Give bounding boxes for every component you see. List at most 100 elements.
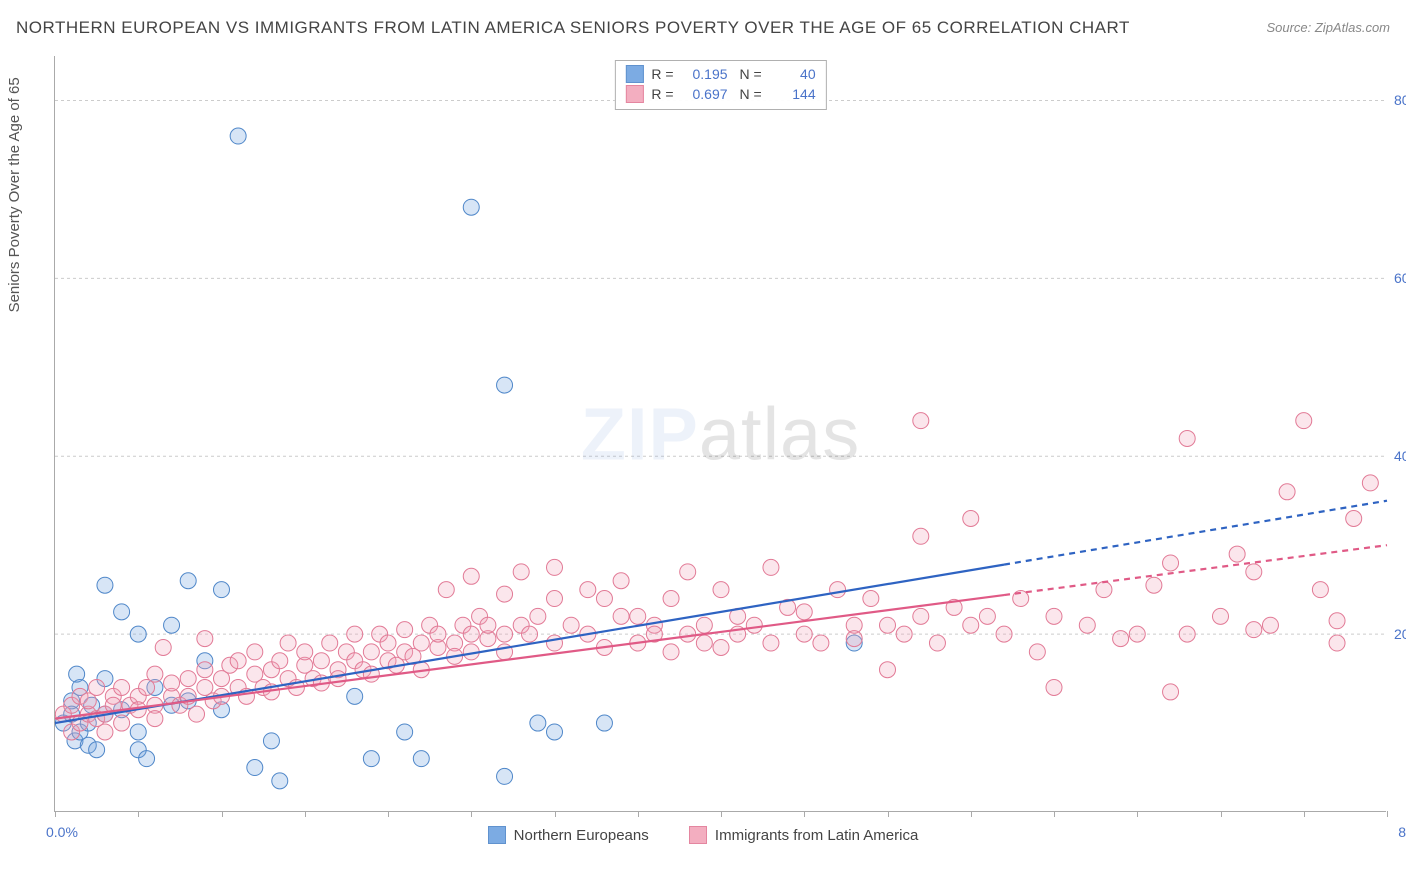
data-point xyxy=(180,671,196,687)
data-point xyxy=(563,617,579,633)
data-point xyxy=(330,671,346,687)
x-tick xyxy=(471,811,472,817)
data-point xyxy=(1262,617,1278,633)
data-point xyxy=(230,653,246,669)
data-point xyxy=(1046,679,1062,695)
data-point xyxy=(164,675,180,691)
data-point xyxy=(497,768,513,784)
data-point xyxy=(363,644,379,660)
legend-item-series-b: Immigrants from Latin America xyxy=(689,826,918,844)
data-point xyxy=(1296,413,1312,429)
correlation-legend: R =0.195 N =40 R =0.697 N =144 xyxy=(614,60,826,110)
data-point xyxy=(155,639,171,655)
data-point xyxy=(280,635,296,651)
trend-line-dashed xyxy=(1004,501,1387,565)
data-point xyxy=(1279,484,1295,500)
chart-title: NORTHERN EUROPEAN VS IMMIGRANTS FROM LAT… xyxy=(16,18,1130,37)
data-point xyxy=(413,635,429,651)
data-point xyxy=(147,711,163,727)
x-tick xyxy=(1387,811,1388,817)
data-point xyxy=(547,591,563,607)
data-point xyxy=(696,617,712,633)
data-point xyxy=(114,715,130,731)
data-point xyxy=(322,635,338,651)
data-point xyxy=(1179,626,1195,642)
data-point xyxy=(863,591,879,607)
data-point xyxy=(97,577,113,593)
data-point xyxy=(263,733,279,749)
data-point xyxy=(1213,608,1229,624)
data-point xyxy=(189,706,205,722)
data-point xyxy=(1229,546,1245,562)
swatch-series-a-icon xyxy=(625,65,643,83)
source-label: Source: ZipAtlas.com xyxy=(1266,20,1390,35)
data-point xyxy=(796,604,812,620)
data-point xyxy=(547,559,563,575)
data-point xyxy=(197,662,213,678)
data-point xyxy=(696,635,712,651)
data-point xyxy=(830,582,846,598)
data-point xyxy=(913,528,929,544)
data-point xyxy=(397,622,413,638)
data-point xyxy=(1029,644,1045,660)
data-point xyxy=(613,573,629,589)
x-tick xyxy=(555,811,556,817)
x-tick xyxy=(888,811,889,817)
data-point xyxy=(130,626,146,642)
data-point xyxy=(1346,510,1362,526)
data-point xyxy=(979,608,995,624)
data-point xyxy=(313,653,329,669)
data-point xyxy=(497,626,513,642)
data-point xyxy=(247,760,263,776)
data-point xyxy=(630,608,646,624)
data-point xyxy=(680,564,696,580)
x-tick xyxy=(1304,811,1305,817)
data-point xyxy=(1329,635,1345,651)
data-point xyxy=(397,724,413,740)
legend-item-series-a: Northern Europeans xyxy=(488,826,649,844)
data-point xyxy=(230,128,246,144)
data-point xyxy=(438,582,454,598)
data-point xyxy=(1163,555,1179,571)
series-legend: Northern Europeans Immigrants from Latin… xyxy=(0,826,1406,848)
swatch-series-a-icon xyxy=(488,826,506,844)
data-point xyxy=(197,631,213,647)
legend-row-series-a: R =0.195 N =40 xyxy=(625,64,815,84)
data-point xyxy=(1113,631,1129,647)
scatter-plot: ZIPatlas R =0.195 N =40 R =0.697 N =144 … xyxy=(54,56,1386,812)
data-point xyxy=(1312,582,1328,598)
y-tick-label: 60.0% xyxy=(1394,270,1406,286)
y-tick-label: 20.0% xyxy=(1394,626,1406,642)
x-tick xyxy=(222,811,223,817)
data-point xyxy=(880,617,896,633)
data-point xyxy=(247,644,263,660)
data-point xyxy=(1146,577,1162,593)
data-point xyxy=(89,742,105,758)
data-point xyxy=(497,586,513,602)
data-point xyxy=(363,751,379,767)
data-point xyxy=(130,724,146,740)
x-tick xyxy=(305,811,306,817)
data-point xyxy=(214,582,230,598)
data-point xyxy=(1362,475,1378,491)
data-point xyxy=(1246,622,1262,638)
data-point xyxy=(596,591,612,607)
x-tick xyxy=(1137,811,1138,817)
data-point xyxy=(846,631,862,647)
data-point xyxy=(463,568,479,584)
data-point xyxy=(680,626,696,642)
data-point xyxy=(580,582,596,598)
data-point xyxy=(1129,626,1145,642)
data-point xyxy=(97,724,113,740)
data-point xyxy=(663,591,679,607)
trend-line-dashed xyxy=(1004,545,1387,595)
data-point xyxy=(1079,617,1095,633)
data-point xyxy=(1046,608,1062,624)
data-point xyxy=(763,635,779,651)
data-point xyxy=(547,635,563,651)
data-point xyxy=(913,608,929,624)
x-tick xyxy=(804,811,805,817)
data-point xyxy=(380,635,396,651)
data-point xyxy=(1179,430,1195,446)
y-axis-title: Seniors Poverty Over the Age of 65 xyxy=(6,77,23,312)
